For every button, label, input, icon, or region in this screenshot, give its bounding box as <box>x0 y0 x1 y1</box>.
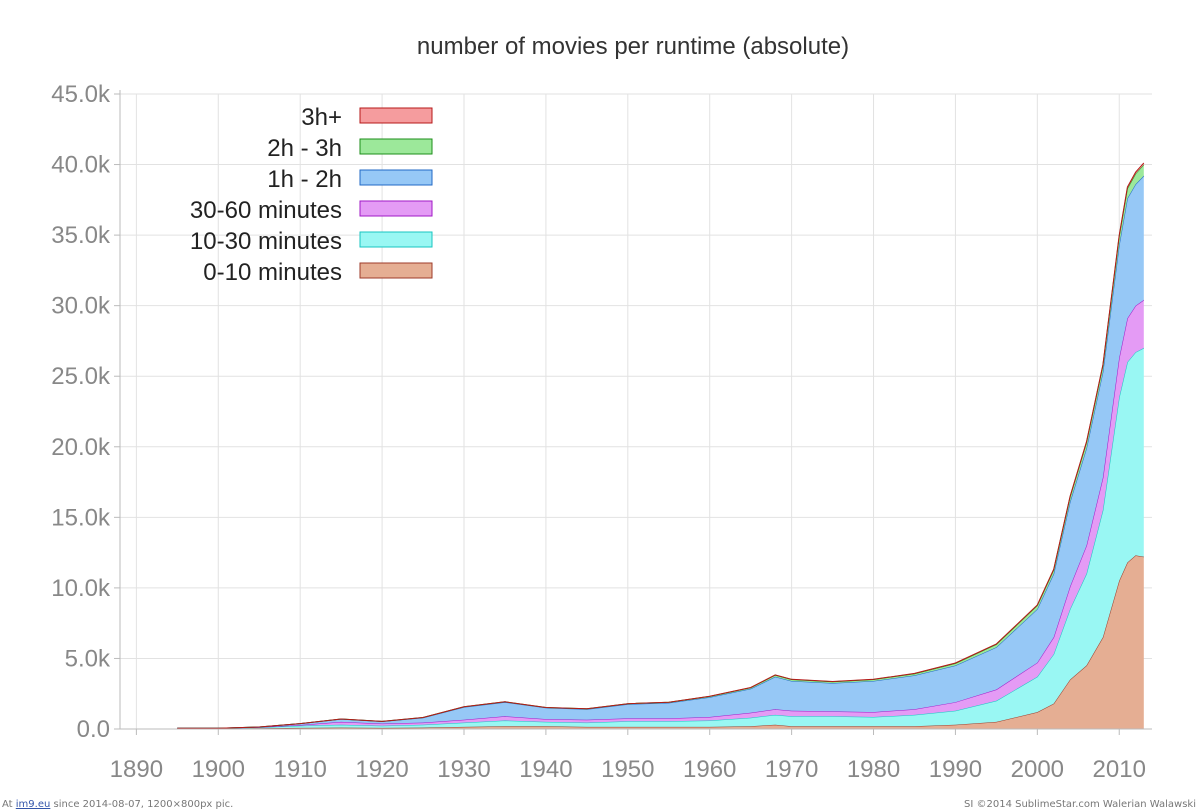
x-tick-label: 1970 <box>765 756 818 783</box>
stacked-areas <box>177 162 1145 730</box>
chart-title: number of movies per runtime (absolute) <box>417 33 849 60</box>
x-tick-label: 1920 <box>355 756 408 783</box>
y-tick-label: 5.0k <box>65 645 111 672</box>
legend-swatch <box>359 169 433 186</box>
x-tick-label: 2010 <box>1093 756 1146 783</box>
y-tick-label: 25.0k <box>51 363 111 390</box>
y-tick-label: 20.0k <box>51 434 111 461</box>
footer-credit: SI ©2014 SublimeStar.com Walerian Walaws… <box>964 799 1196 810</box>
legend: 3h+ 2h - 3h 1h - 2h 30-60 minutes 10-30 minu… <box>190 104 433 286</box>
y-tick-label: 15.0k <box>51 504 111 531</box>
legend-label: 1h - 2h <box>267 166 342 193</box>
legend-label: 30-60 minutes <box>190 197 342 224</box>
x-tick-label: 2000 <box>1011 756 1064 783</box>
y-tick-label: 35.0k <box>51 222 111 249</box>
footer-left-prefix: At <box>2 799 13 810</box>
y-tick-label: 40.0k <box>51 152 111 179</box>
legend-swatch <box>359 138 433 155</box>
series-line-3h- <box>177 162 1145 729</box>
legend-label: 3h+ <box>301 104 342 131</box>
legend-swatch <box>359 107 433 124</box>
x-tick-label: 1890 <box>110 756 163 783</box>
x-tick-label: 1940 <box>519 756 572 783</box>
footer-left: At im9.eu since 2014-08-07, 1200×800px p… <box>2 799 233 810</box>
y-tick-label: 0.0 <box>77 716 110 743</box>
x-tick-label: 1910 <box>273 756 326 783</box>
y-tick-label: 10.0k <box>51 575 111 602</box>
legend-label: 10-30 minutes <box>190 228 342 255</box>
x-tick-label: 1900 <box>192 756 245 783</box>
area-10-30-minutes <box>177 348 1144 729</box>
x-tick-label: 1930 <box>437 756 490 783</box>
legend-label: 2h - 3h <box>267 135 342 162</box>
x-tick-label: 1980 <box>847 756 900 783</box>
x-tick-label: 1990 <box>929 756 982 783</box>
x-tick-label: 1960 <box>683 756 736 783</box>
y-tick-label: 30.0k <box>51 293 111 320</box>
footer-site-link[interactable]: im9.eu <box>15 799 51 810</box>
legend-swatch <box>359 262 433 279</box>
x-tick-label: 1950 <box>601 756 654 783</box>
area-0-10-minutes <box>177 555 1144 729</box>
legend-label: 0-10 minutes <box>203 259 342 286</box>
axes: 0.0 5.0k 10.0k 15.0k 20.0k 25.0k 30.0k 35.0k 40.… <box>51 81 1152 783</box>
footer-left-suffix: since 2014-08-07, 1200×800px pic. <box>53 799 234 810</box>
legend-swatch <box>359 200 433 217</box>
legend-swatch <box>359 231 433 248</box>
y-tick-label: 45.0k <box>51 81 111 108</box>
